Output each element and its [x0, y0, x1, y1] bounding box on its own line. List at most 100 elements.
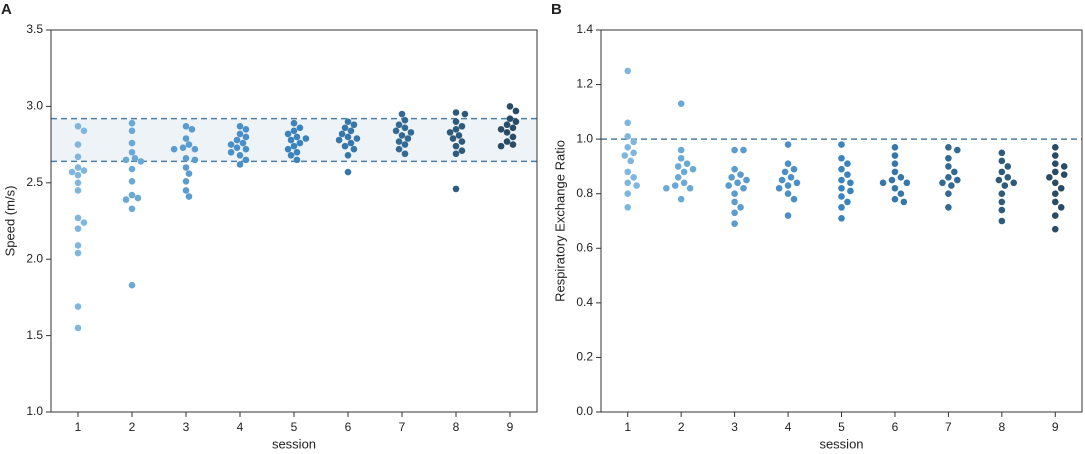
point: [945, 163, 952, 170]
point: [945, 204, 952, 211]
point: [74, 324, 82, 332]
point: [182, 135, 190, 142]
point: [74, 171, 82, 179]
point: [1060, 171, 1068, 178]
point: [458, 122, 466, 130]
point: [998, 198, 1006, 206]
point: [344, 151, 352, 159]
point: [663, 184, 670, 192]
x-tick-label: 7: [399, 420, 406, 434]
y-tick-label: 1.2: [576, 77, 593, 91]
point: [293, 156, 301, 164]
point: [891, 152, 899, 159]
point: [128, 165, 136, 173]
point: [80, 167, 88, 174]
point: [683, 160, 691, 167]
point: [302, 135, 310, 142]
point: [392, 127, 400, 135]
point: [624, 119, 632, 127]
point: [624, 204, 632, 211]
point: [242, 156, 250, 164]
point: [74, 242, 82, 249]
point: [838, 184, 845, 192]
point: [74, 153, 82, 161]
point: [903, 179, 911, 187]
point: [1051, 212, 1059, 219]
point: [689, 165, 697, 173]
point: [784, 182, 792, 189]
point: [731, 220, 738, 228]
point: [998, 157, 1006, 165]
point: [446, 129, 454, 136]
point: [182, 187, 190, 194]
x-tick-label: 5: [838, 420, 845, 434]
point: [1057, 204, 1065, 211]
point: [671, 182, 679, 189]
y-tick-label: 1.0: [576, 131, 593, 145]
point: [781, 168, 789, 176]
point: [401, 141, 409, 148]
point: [74, 164, 82, 171]
point: [452, 118, 460, 125]
y-tick-label: 1.0: [26, 404, 43, 418]
x-tick-label: 3: [183, 420, 190, 434]
point: [128, 148, 136, 156]
point: [293, 148, 301, 156]
point: [242, 126, 250, 133]
point: [1051, 168, 1059, 176]
point: [458, 138, 466, 145]
point: [891, 144, 899, 151]
point: [630, 149, 637, 157]
point: [74, 187, 82, 194]
point: [945, 154, 952, 162]
point: [1060, 163, 1068, 170]
point: [512, 118, 520, 125]
point: [452, 150, 460, 158]
point: [995, 176, 1003, 184]
point: [395, 145, 403, 153]
point: [939, 179, 946, 187]
point: [1051, 160, 1059, 167]
point: [633, 182, 640, 189]
point: [948, 182, 955, 189]
y-tick-label: 2.5: [26, 175, 43, 189]
x-axis-label: session: [272, 436, 316, 451]
point: [341, 142, 349, 150]
point: [191, 145, 199, 153]
point: [452, 142, 460, 150]
point: [838, 214, 845, 222]
point: [838, 154, 845, 162]
point: [284, 145, 292, 153]
x-tick-label: 5: [291, 420, 298, 434]
point: [398, 132, 406, 139]
point: [296, 139, 304, 147]
point: [74, 225, 82, 232]
point: [778, 176, 786, 184]
point: [284, 130, 292, 138]
x-tick-label: 3: [731, 420, 738, 434]
point: [728, 174, 735, 181]
point: [953, 176, 961, 184]
point: [128, 139, 136, 147]
x-tick-label: 1: [75, 420, 82, 434]
point: [891, 195, 899, 203]
point: [731, 146, 738, 154]
point: [227, 148, 235, 156]
y-tick-label: 0.0: [576, 404, 593, 418]
point: [737, 171, 744, 178]
point: [182, 164, 190, 171]
point: [236, 161, 244, 168]
point: [1001, 182, 1009, 189]
panel-label: A: [1, 1, 12, 18]
point: [624, 144, 632, 151]
point: [945, 144, 952, 151]
point: [790, 165, 798, 173]
point: [1051, 198, 1059, 206]
point: [624, 179, 632, 187]
point: [338, 130, 346, 138]
point: [677, 154, 685, 162]
point: [1051, 225, 1059, 233]
point: [1057, 184, 1065, 192]
point: [506, 115, 514, 122]
point: [1051, 190, 1059, 198]
